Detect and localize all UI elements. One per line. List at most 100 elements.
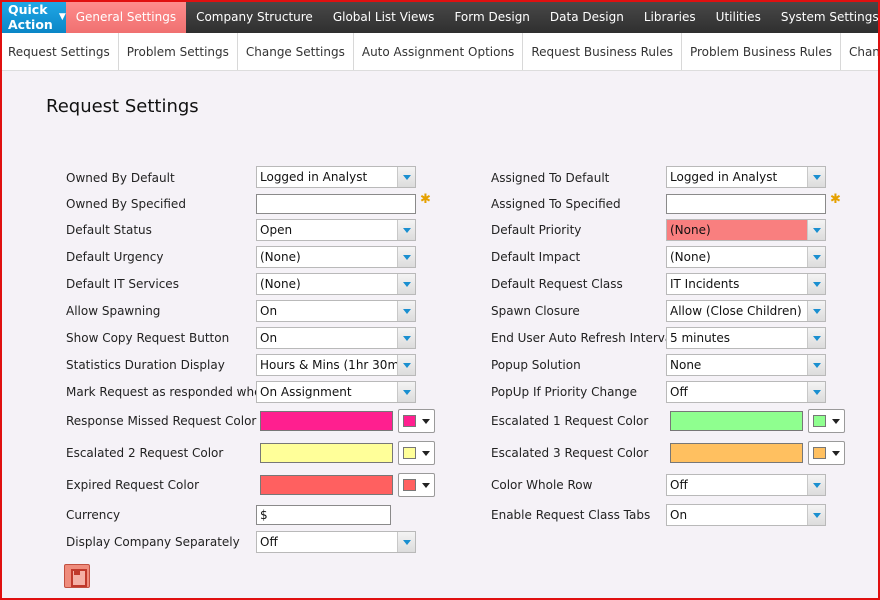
subtab-request-business-rules[interactable]: Request Business Rules [523,33,682,70]
response-missed-color-label: Response Missed Request Color [66,414,257,428]
color-whole-row-label: Color Whole Row [491,478,593,492]
default-it-services-select[interactable]: (None) [256,273,416,295]
allow-spawning-select[interactable]: On [256,300,416,322]
response-missed-color-swatch [260,411,393,431]
expired-color-swatch [260,475,393,495]
enable-request-class-tabs-select[interactable]: On [666,504,826,526]
popup-priority-change-label: PopUp If Priority Change [491,385,638,399]
tab-global-list-views[interactable]: Global List Views [332,9,435,24]
statistics-duration-display-label: Statistics Duration Display [66,358,225,372]
color-whole-row-value: Off [670,478,688,492]
default-it-services-value: (None) [260,277,301,291]
save-icon[interactable] [64,564,90,588]
quick-action-label: Quick Action [8,1,53,32]
analyst-picker-icon[interactable]: ✱ [420,192,431,207]
spawn-closure-select[interactable]: Allow (Close Children) [666,300,826,322]
top-navigation: Quick Action ▼ General Settings Company … [0,0,880,33]
expired-color-picker[interactable] [398,473,435,497]
allow-spawning-label: Allow Spawning [66,304,161,318]
analyst-picker-icon[interactable]: ✱ [830,192,841,207]
popup-priority-change-value: Off [670,385,688,399]
dropdown-arrow-icon [807,475,825,495]
subtab-problem-business-rules[interactable]: Problem Business Rules [682,33,841,70]
default-impact-value: (None) [670,250,711,264]
show-copy-request-button-label: Show Copy Request Button [66,331,230,345]
default-priority-value: (None) [670,223,711,237]
dropdown-arrow-icon [807,355,825,375]
dropdown-arrow-icon [807,301,825,321]
mark-request-responded-select[interactable]: On Assignment [256,381,416,403]
display-company-separately-value: Off [260,535,278,549]
default-it-services-label: Default IT Services [66,277,179,291]
page-title: Request Settings [46,96,199,117]
color-whole-row-select[interactable]: Off [666,474,826,496]
mark-request-responded-value: On Assignment [260,385,352,399]
chevron-down-icon [422,419,430,424]
assigned-to-specified-input[interactable] [666,194,826,214]
tab-data-design[interactable]: Data Design [549,9,624,24]
subtab-change-business-rules[interactable]: Change Busines [848,44,880,59]
tab-utilities[interactable]: Utilities [715,9,761,24]
default-urgency-value: (None) [260,250,301,264]
color-square-icon [813,447,826,459]
escalated-1-color-label: Escalated 1 Request Color [491,414,649,428]
owned-by-specified-input[interactable] [256,194,416,214]
dropdown-arrow-icon [807,167,825,187]
escalated-2-color-label: Escalated 2 Request Color [66,446,224,460]
popup-solution-value: None [670,358,702,372]
sub-navigation: Request Settings Problem Settings Change… [0,33,880,71]
display-company-separately-label: Display Company Separately [66,535,240,549]
escalated-3-color-picker[interactable] [808,441,845,465]
mark-request-responded-label: Mark Request as responded when [66,385,270,399]
tab-system-settings[interactable]: System Settings [780,9,879,24]
subtab-auto-assignment-options[interactable]: Auto Assignment Options [354,33,524,70]
default-request-class-value: IT Incidents [670,277,740,291]
default-request-class-select[interactable]: IT Incidents [666,273,826,295]
display-company-separately-select[interactable]: Off [256,531,416,553]
currency-label: Currency [66,508,121,522]
currency-input[interactable]: $ [256,505,391,525]
popup-solution-select[interactable]: None [666,354,826,376]
spawn-closure-label: Spawn Closure [491,304,580,318]
dropdown-arrow-icon [397,532,415,552]
assigned-to-default-select[interactable]: Logged in Analyst [666,166,826,188]
popup-priority-change-select[interactable]: Off [666,381,826,403]
owned-by-default-label: Owned By Default [66,171,175,185]
quick-action-button[interactable]: Quick Action ▼ [0,0,66,33]
subtab-problem-settings[interactable]: Problem Settings [119,33,238,70]
dropdown-arrow-icon [397,382,415,402]
default-priority-select[interactable]: (None) [666,219,826,241]
default-impact-select[interactable]: (None) [666,246,826,268]
dropdown-arrow-icon [397,274,415,294]
subtab-request-settings[interactable]: Request Settings [0,33,119,70]
default-urgency-label: Default Urgency [66,250,164,264]
tab-general-settings[interactable]: General Settings [65,0,187,33]
escalated-3-color-label: Escalated 3 Request Color [491,446,649,460]
owned-by-default-select[interactable]: Logged in Analyst [256,166,416,188]
escalated-2-color-swatch [260,443,393,463]
statistics-duration-display-select[interactable]: Hours & Mins (1hr 30m) [256,354,416,376]
default-request-class-label: Default Request Class [491,277,623,291]
dropdown-arrow-icon [397,247,415,267]
subtab-change-settings[interactable]: Change Settings [238,33,354,70]
escalated-2-color-picker[interactable] [398,441,435,465]
tab-libraries[interactable]: Libraries [643,9,696,24]
dropdown-arrow-icon [397,167,415,187]
tab-company-structure[interactable]: Company Structure [196,9,313,24]
allow-spawning-value: On [260,304,278,318]
default-urgency-select[interactable]: (None) [256,246,416,268]
default-status-value: Open [260,223,293,237]
show-copy-request-button-select[interactable]: On [256,327,416,349]
tab-form-design[interactable]: Form Design [454,9,530,24]
show-copy-request-button-value: On [260,331,278,345]
default-status-select[interactable]: Open [256,219,416,241]
assigned-to-default-label: Assigned To Default [491,171,610,185]
response-missed-color-picker[interactable] [398,409,435,433]
enable-request-class-tabs-value: On [670,508,688,522]
default-status-label: Default Status [66,223,152,237]
escalated-1-color-picker[interactable] [808,409,845,433]
color-square-icon [403,479,416,491]
end-user-auto-refresh-select[interactable]: 5 minutes [666,327,826,349]
dropdown-arrow-icon [397,220,415,240]
dropdown-arrow-icon [807,220,825,240]
